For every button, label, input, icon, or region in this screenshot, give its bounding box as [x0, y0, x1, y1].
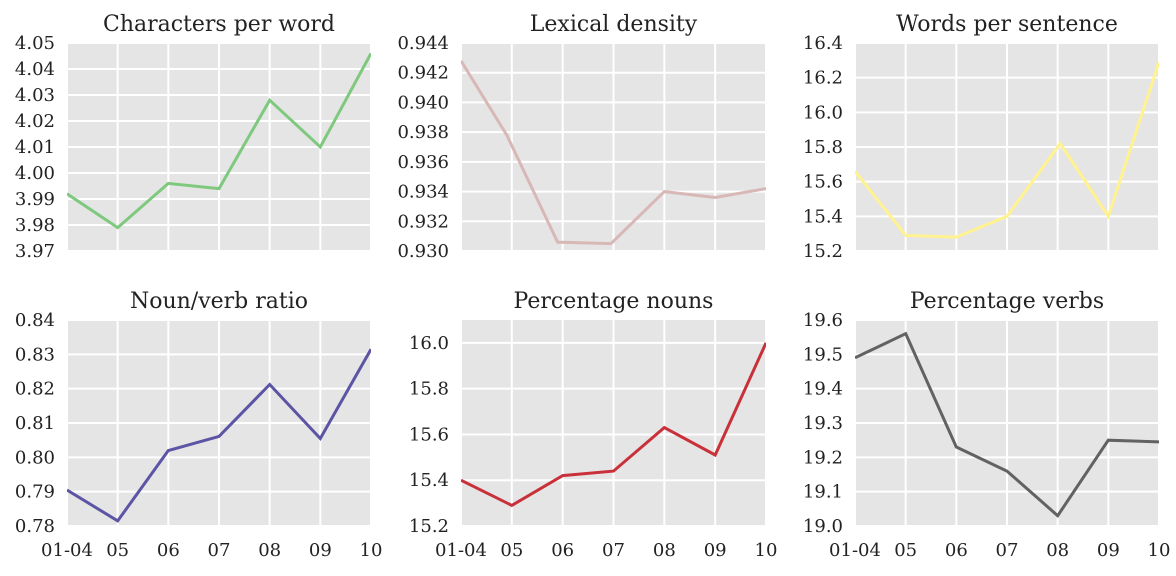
x-tick-label: 08: [653, 540, 676, 561]
panel-title: Lexical density: [530, 12, 698, 37]
x-tick-label: 08: [1046, 540, 1069, 561]
panel-words-per-sentence: Words per sentence 15.2 15.4 15.6 15.8 16.0 16…: [803, 12, 1160, 262]
y-tick-label: 0.936: [397, 152, 449, 173]
y-tick-label: 0.83: [15, 344, 55, 365]
x-tick-label: 06: [157, 540, 180, 561]
y-tick-label: 0.942: [397, 63, 449, 84]
panel-percentage-nouns: Percentage nouns 15.2 15.4 15.6 15.8 16.0 01-0…: [409, 289, 778, 561]
y-tick-label: 4.00: [15, 163, 55, 184]
y-tick-label: 15.4: [803, 206, 843, 227]
panel-title: Percentage verbs: [910, 289, 1104, 314]
panel-noun-verb-ratio: Noun/verb ratio 0.78 0.79 0.80 0.81 0.82 0.83 0…: [15, 289, 383, 561]
y-tick-label: 4.04: [15, 59, 55, 80]
y-tick-label: 15.6: [803, 172, 843, 193]
panel-percentage-verbs: Percentage verbs 19.0 19.1 19.2 19.3 19.4 19.5…: [803, 289, 1171, 561]
series-line-words-per-sentence: [855, 61, 1159, 239]
y-tick-label: 0.944: [397, 33, 449, 54]
y-tick-label: 3.97: [15, 241, 55, 262]
y-tick-label: 0.78: [15, 516, 55, 537]
y-tick-label: 15.2: [803, 241, 843, 262]
y-tick-label: 0.940: [397, 92, 449, 113]
y-tick-label: 3.98: [15, 215, 55, 236]
x-tick-label: 01-04: [435, 540, 487, 561]
series-line-percentage-nouns: [461, 342, 766, 508]
x-tick-label: 01-04: [41, 540, 93, 561]
y-tick-label: 16.2: [803, 68, 843, 89]
y-tick-label: 3.99: [15, 189, 55, 210]
y-tick-label: 0.81: [15, 413, 55, 434]
x-tick-label: 06: [551, 540, 574, 561]
y-tick-label: 0.84: [15, 310, 55, 331]
y-tick-label: 0.934: [397, 182, 449, 203]
y-tick-label: 0.938: [397, 122, 449, 143]
x-tick-label: 07: [602, 540, 625, 561]
x-tick-label: 10: [360, 540, 383, 561]
y-tick-label: 15.2: [409, 516, 449, 537]
y-tick-label: 15.4: [409, 470, 449, 491]
x-tick-label: 07: [996, 540, 1019, 561]
x-tick-label: 06: [945, 540, 968, 561]
y-tick-label: 19.3: [803, 413, 843, 434]
panel-characters-per-word: Characters per word 3.97 3.98 3.99 4.00 4.01 4…: [15, 12, 372, 262]
y-tick-label: 16.0: [803, 102, 843, 123]
x-tick-label: 10: [1148, 540, 1171, 561]
x-tick-label: 05: [894, 540, 917, 561]
x-tick-label: 09: [704, 540, 727, 561]
panel-lexical-density: Lexical density 0.930 0.932 0.934 0.936 0.938…: [397, 12, 767, 262]
x-tick-label: 10: [755, 540, 778, 561]
y-tick-label: 19.0: [803, 516, 843, 537]
x-tick-label: 05: [500, 540, 523, 561]
y-tick-label: 16.4: [803, 33, 843, 54]
y-tick-label: 15.8: [409, 379, 449, 400]
y-tick-label: 4.03: [15, 85, 55, 106]
y-tick-label: 4.01: [15, 137, 55, 158]
y-tick-label: 19.4: [803, 379, 843, 400]
y-tick-label: 19.2: [803, 447, 843, 468]
x-tick-label: 09: [1097, 540, 1120, 561]
y-tick-label: 0.79: [15, 482, 55, 503]
x-tick-label: 07: [208, 540, 231, 561]
y-tick-label: 0.80: [15, 447, 55, 468]
x-tick-label: 08: [258, 540, 281, 561]
y-tick-label: 19.1: [803, 482, 843, 503]
y-tick-label: 15.6: [409, 424, 449, 445]
x-tick-label: 09: [309, 540, 332, 561]
series-line-characters-per-word: [67, 52, 371, 230]
series-line-lexical-density: [461, 60, 766, 246]
y-tick-label: 16.0: [409, 333, 449, 354]
y-tick-label: 4.02: [15, 111, 55, 132]
panel-title: Noun/verb ratio: [130, 289, 308, 314]
y-tick-label: 0.82: [15, 379, 55, 400]
y-tick-label: 15.8: [803, 137, 843, 158]
x-tick-label: 05: [106, 540, 129, 561]
panel-title: Characters per word: [103, 12, 335, 37]
y-tick-label: 19.6: [803, 310, 843, 331]
y-tick-label: 19.5: [803, 344, 843, 365]
panel-title: Percentage nouns: [514, 289, 714, 314]
y-tick-label: 0.932: [397, 211, 449, 232]
series-line-percentage-verbs: [855, 331, 1159, 518]
x-tick-label: 01-04: [829, 540, 881, 561]
y-tick-label: 4.05: [15, 33, 55, 54]
series-line-noun-verb-ratio: [67, 348, 371, 523]
y-tick-label: 0.930: [397, 241, 449, 262]
panel-title: Words per sentence: [896, 12, 1118, 37]
